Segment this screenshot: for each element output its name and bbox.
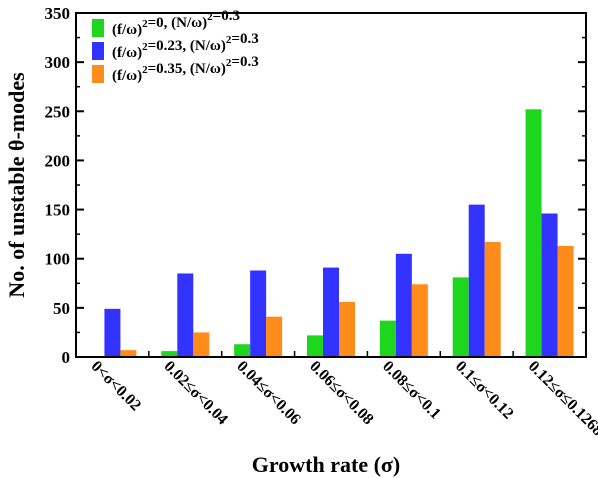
- y-tick-label: 350: [45, 4, 71, 23]
- y-tick-label: 250: [45, 102, 71, 121]
- x-tick-label: 0.08≤σ<0.1: [379, 358, 444, 423]
- bar-series-2: [323, 267, 339, 357]
- bar-series-3: [484, 242, 501, 357]
- x-tick-label: 0.12≤σ≤0.1268: [525, 358, 598, 440]
- bar-series-2: [177, 273, 194, 357]
- bar-series-1: [525, 109, 542, 357]
- y-tick-label: 300: [45, 53, 71, 72]
- legend-label: (f/ω)2=0, (N/ω)2=0.3: [112, 8, 240, 38]
- bar-series-2: [541, 213, 558, 357]
- legend-swatch: [92, 19, 104, 37]
- bar-series-2: [250, 270, 267, 357]
- x-tick-label: 0.1≤σ<0.12: [452, 358, 517, 423]
- bar-series-2: [468, 204, 485, 357]
- y-tick-label: 200: [45, 151, 71, 170]
- x-axis-title: Growth rate (σ): [252, 452, 400, 477]
- legend-label: (f/ω)2=0.35, (N/ω)2=0.3: [112, 54, 259, 84]
- bar-series-3: [266, 316, 283, 357]
- bar-series-1: [452, 277, 469, 357]
- bar-series-2: [395, 253, 412, 357]
- y-axis: 0 50 100 150 200 250 300 350: [45, 4, 586, 367]
- bar-series-1: [234, 344, 251, 357]
- x-tick-label: 0<σ<0.02: [88, 358, 145, 415]
- bar-series-2: [104, 308, 121, 357]
- bar-series-3: [557, 245, 574, 357]
- bar-series-3: [411, 284, 428, 357]
- x-tick-label: 0.06≤σ<0.08: [306, 358, 376, 428]
- bar-series-1: [379, 320, 396, 357]
- x-axis: 0<σ<0.02 0.02≤σ<0.04 0.04≤σ<0.06 0.06≤σ<0.0…: [88, 351, 598, 439]
- bar-series-3: [120, 350, 137, 357]
- legend-label: (f/ω)2=0.23, (N/ω)2=0.3: [112, 31, 259, 61]
- y-tick-label: 0: [62, 348, 71, 367]
- bar-series-3: [193, 332, 210, 357]
- y-tick-label: 100: [45, 250, 71, 269]
- legend-swatch: [92, 42, 104, 60]
- bar-series-1: [307, 335, 323, 357]
- x-tick-label: 0.02≤σ<0.04: [160, 358, 230, 428]
- y-tick-label: 150: [45, 201, 71, 220]
- legend-swatch: [92, 65, 104, 83]
- y-tick-label: 50: [53, 299, 70, 318]
- legend: (f/ω)2=0, (N/ω)2=0.3(f/ω)2=0.23, (N/ω)2=…: [92, 8, 259, 84]
- y-axis-title: No. of unstable θ-modes: [4, 72, 29, 298]
- bar-series-1: [161, 351, 178, 357]
- bar-series-3: [339, 301, 355, 357]
- bars-layer: [88, 109, 574, 357]
- x-tick-label: 0.04≤σ<0.06: [233, 358, 303, 428]
